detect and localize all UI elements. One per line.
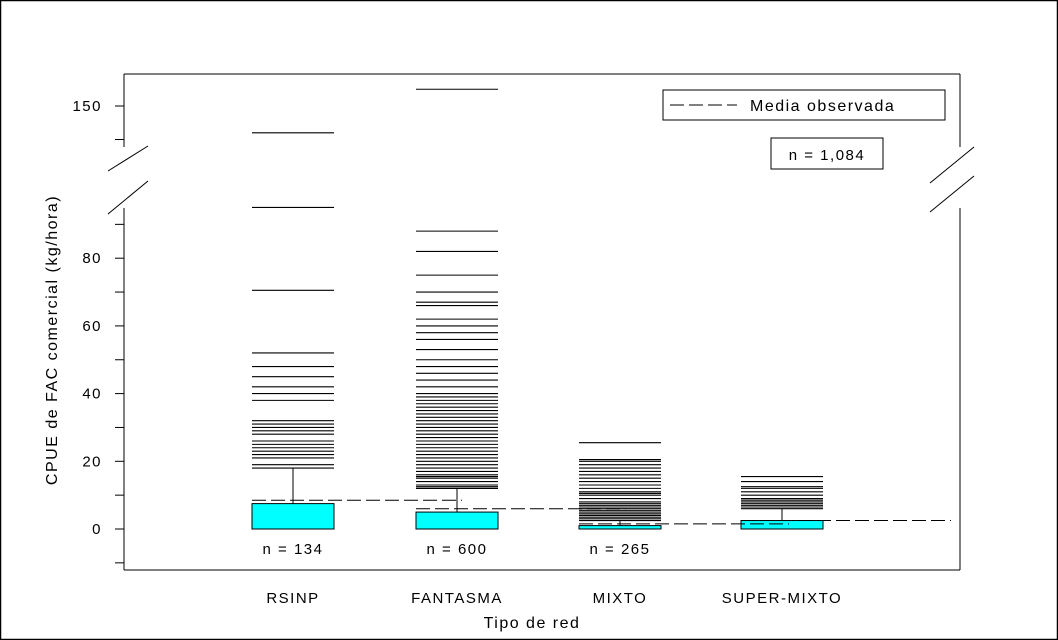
box-super-mixto [740, 520, 824, 530]
box-mixto [578, 525, 662, 530]
x-category-super-mixto: SUPER-MIXTO [722, 590, 842, 607]
y-tick-label-0: 0 [92, 521, 102, 538]
y-tick-label-150: 150 [72, 98, 102, 115]
y-axis: 0 20 40 60 80 150 [72, 98, 124, 564]
y-tick-label-40: 40 [82, 386, 102, 403]
box-group-super-mixto [740, 475, 824, 530]
x-axis-title: Tipo de red [484, 615, 581, 632]
y-tick-label-60: 60 [82, 318, 102, 335]
box-group-mixto: n = 265 [578, 442, 662, 558]
mean-lines [252, 499, 951, 525]
box-group-rsinp: n = 134 [251, 132, 335, 558]
x-category-mixto: MIXTO [593, 590, 648, 607]
n-label-fantasma: n = 600 [427, 541, 488, 558]
x-category-fantasma: FANTASMA [411, 590, 503, 607]
n-label-mixto: n = 265 [590, 541, 651, 558]
axis-break-mark-4 [929, 175, 975, 213]
box-rsinp [251, 503, 335, 530]
legend: Media observada [662, 89, 946, 121]
x-axis-categories: RSINP FANTASMA MIXTO SUPER-MIXTO [266, 590, 842, 607]
plot-area [107, 73, 975, 571]
axis-break-mark-3 [929, 146, 975, 184]
y-axis-title: CPUE de FAC comercial (kg/hora) [44, 195, 61, 485]
box-group-fantasma: n = 600 [415, 88, 499, 558]
x-category-rsinp: RSINP [266, 590, 319, 607]
box-fantasma [415, 511, 499, 530]
y-tick-label-20: 20 [82, 453, 102, 470]
axis-break-mark-2 [107, 180, 149, 215]
y-tick-label-80: 80 [82, 250, 102, 267]
total-n-frame [770, 137, 884, 170]
total-n-label: n = 1,084 [789, 147, 865, 164]
legend-label: Media observada [750, 98, 895, 115]
n-label-rsinp: n = 134 [263, 541, 324, 558]
box-groups: n = 134 n = 600 n = 265 [251, 88, 824, 558]
total-n-box: n = 1,084 [770, 137, 884, 170]
axis-break-mark-1 [107, 145, 149, 172]
